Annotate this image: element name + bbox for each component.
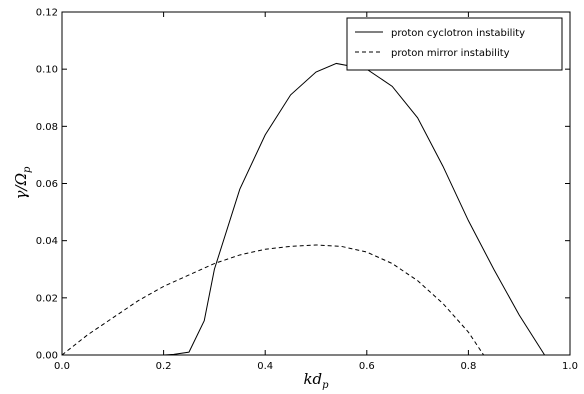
legend-box (346, 17, 563, 71)
y-tick-label: 0.00 (36, 351, 58, 362)
y-tick-label: 0.06 (36, 179, 58, 190)
x-tick-label: 0.2 (156, 361, 172, 372)
y-tick-label: 0.08 (36, 122, 58, 133)
y-tick-label: 0.02 (36, 293, 58, 304)
x-tick-label: 0.8 (460, 361, 476, 372)
data-line (61, 244, 485, 356)
x-tick-label: 0.4 (257, 361, 273, 372)
y-tick-label: 0.04 (36, 236, 58, 247)
y-tick-label: 0.10 (36, 65, 58, 76)
x-tick-label: 0.0 (54, 361, 70, 372)
x-tick-label: 1.0 (562, 361, 578, 372)
y-label-sub: p (22, 166, 33, 173)
legend-label: proton cyclotron instability (391, 28, 525, 39)
y-tick-label: 0.12 (36, 8, 58, 19)
x-label-text: kd (303, 370, 322, 388)
x-tick-label: 0.6 (359, 361, 375, 372)
legend-label: proton mirror instability (391, 48, 510, 59)
y-axis-label: γ/Ωp (12, 166, 33, 199)
x-label-sub: p (322, 380, 329, 390)
x-axis-label: kdp (303, 370, 329, 390)
data-line (62, 62, 546, 356)
y-label-text: γ/Ω (12, 173, 30, 199)
